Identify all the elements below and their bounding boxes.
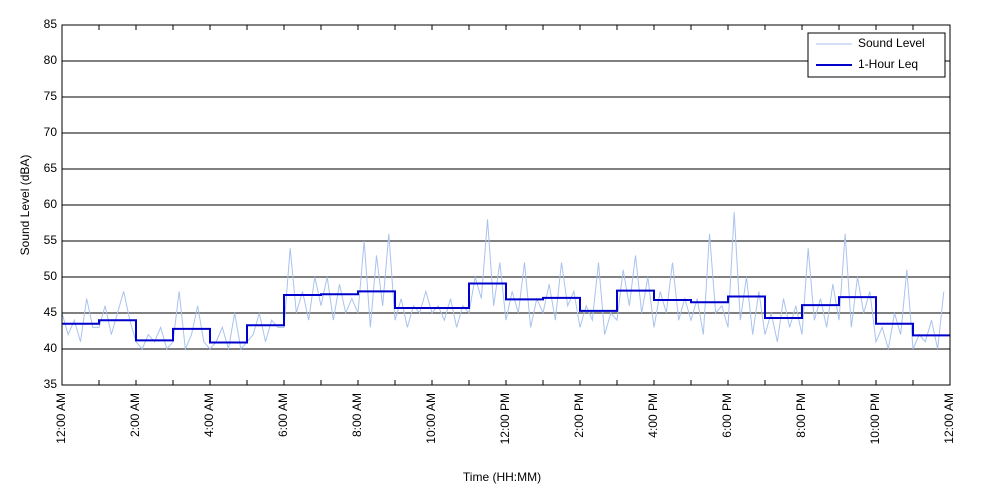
y-tick-label: 80 [44,53,58,67]
y-tick-label: 50 [44,269,58,283]
plot-frame [61,24,951,386]
x-tick-label: 12:00 PM [498,393,512,444]
x-tick-label: 6:00 PM [720,393,734,438]
x-tick-label: 6:00 AM [276,393,290,437]
y-axis-label: Sound Level (dBA) [18,155,32,256]
y-tick-label: 35 [44,377,58,391]
y-tick-label: 70 [44,125,58,139]
series-line [62,282,950,344]
y-tick-label: 65 [44,161,58,175]
x-tick-label: 10:00 AM [424,393,438,444]
x-tick-label: 10:00 PM [868,393,882,444]
y-tick-label: 55 [44,233,58,247]
x-axis-label: Time (HH:MM) [463,470,541,484]
legend-label: Sound Level [858,36,925,50]
y-tick-label: 85 [44,17,58,31]
x-tick-label: 8:00 AM [350,393,364,437]
x-tick-label: 4:00 AM [202,393,216,437]
x-tick-label: 2:00 PM [572,393,586,438]
legend-box [807,32,946,78]
y-tick-label: 40 [44,341,58,355]
x-tick-label: 12:00 AM [54,393,68,444]
y-tick-label: 75 [44,89,58,103]
x-tick-label: 2:00 AM [128,393,142,437]
series-line [61,212,945,351]
x-tick-label: 12:00 AM [942,393,956,444]
y-tick-label: 45 [44,305,58,319]
y-tick-label: 60 [44,197,58,211]
x-tick-label: 4:00 PM [646,393,660,438]
x-tick-label: 8:00 PM [794,393,808,438]
legend-label: 1-Hour Leq [858,57,918,71]
